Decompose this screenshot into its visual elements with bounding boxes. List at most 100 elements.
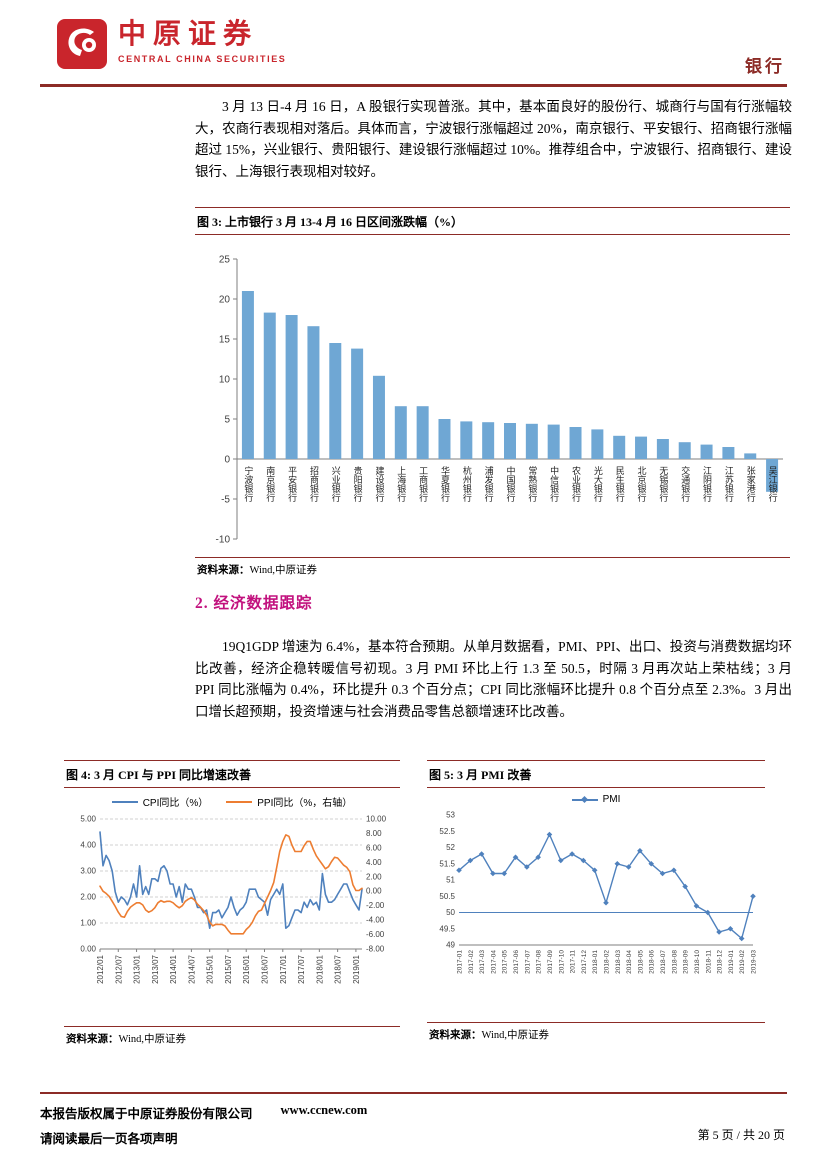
header-divider [40, 84, 787, 87]
bar-chart-canvas: -10 -5 0 5 10 15 20 25 [216, 255, 783, 546]
bar-category-label: 贵阳银行 [352, 466, 363, 502]
svg-text:2017-09: 2017-09 [547, 950, 554, 974]
svg-text:2017-12: 2017-12 [581, 950, 588, 974]
figure-5-source: 资料来源：Wind,中原证券 [427, 1022, 765, 1045]
bar-category-label: 建设银行 [374, 466, 385, 502]
bar-category-label: 平安银行 [287, 466, 298, 502]
footer-divider [40, 1092, 787, 1094]
svg-text:2015/01: 2015/01 [206, 954, 215, 983]
bar-category-label: 交通银行 [680, 466, 691, 502]
svg-text:49: 49 [446, 941, 455, 950]
svg-text:2017-05: 2017-05 [502, 950, 509, 974]
figure-5: 图 5: 3 月 PMI 改善 PMI 49 49.5 50 50.5 51 51.5 52… [427, 760, 765, 1045]
source-value: Wind,中原证券 [118, 1034, 187, 1045]
svg-text:2019-03: 2019-03 [751, 950, 758, 974]
figure-5-title: 图 5: 3 月 PMI 改善 [427, 760, 765, 788]
svg-text:2017-02: 2017-02 [468, 950, 475, 974]
svg-text:2019-01: 2019-01 [728, 950, 735, 974]
svg-text:5.00: 5.00 [80, 815, 96, 824]
svg-text:1.00: 1.00 [80, 919, 96, 928]
svg-text:-4.00: -4.00 [366, 916, 385, 925]
company-name-en: CENTRAL CHINA SECURITIES [118, 54, 287, 64]
bar-category-label: 江阴银行 [702, 466, 713, 502]
svg-text:2017-08: 2017-08 [536, 950, 543, 974]
svg-text:2018-12: 2018-12 [717, 950, 724, 974]
figure-3-source: 资料来源：Wind,中原证券 [195, 557, 790, 580]
svg-text:51.5: 51.5 [439, 859, 455, 868]
body-paragraph-2: 19Q1GDP 增速为 6.4%，基本符合预期。从单月数据看，PMI、PPI、出… [195, 639, 792, 719]
svg-text:53: 53 [446, 811, 455, 820]
svg-text:4.00: 4.00 [366, 858, 382, 867]
source-value: Wind,中原证券 [249, 565, 318, 576]
company-logo: 中原证券 CENTRAL CHINA SECURITIES [56, 18, 286, 70]
svg-text:2013/07: 2013/07 [151, 954, 160, 983]
figure-3: 图 3: 上市银行 3 月 13-4 月 16 日区间涨跌幅（%） -10 -5 0… [195, 207, 790, 580]
svg-text:10: 10 [219, 375, 231, 386]
svg-text:6.00: 6.00 [366, 843, 382, 852]
company-name-cn: 中原证券 [118, 19, 259, 50]
footer-copyright: 本报告版权属于中原证券股份有限公司 [40, 1107, 253, 1121]
figure-4: 图 4: 3 月 CPI 与 PPI 同比增速改善 CPI同比（%） PPI同比（… [64, 760, 400, 1049]
bar-category-label: 北京银行 [636, 466, 647, 502]
bar-category-label: 农业银行 [571, 466, 582, 502]
svg-text:2019/01: 2019/01 [352, 954, 361, 983]
svg-text:2016/01: 2016/01 [242, 954, 251, 983]
figure-4-chart: CPI同比（%） PPI同比（%，右轴） 0.00 1.00 2.00 3.00 4.00… [64, 788, 400, 1026]
legend-item: CPI同比（%） [111, 794, 208, 809]
svg-text:2018-08: 2018-08 [671, 950, 678, 974]
svg-text:2017-01: 2017-01 [457, 950, 464, 974]
footer-disclaimer: 请阅读最后一页各项声明 [40, 1132, 178, 1146]
svg-text:2018-06: 2018-06 [649, 950, 656, 974]
svg-text:-8.00: -8.00 [366, 945, 385, 954]
svg-text:2016/07: 2016/07 [261, 954, 270, 983]
bar-category-label: 宁波银行 [243, 466, 254, 502]
figure-4-legend: CPI同比（%） PPI同比（%，右轴） [64, 788, 400, 809]
svg-text:52.5: 52.5 [439, 827, 455, 836]
svg-text:15: 15 [219, 335, 231, 346]
legend-item: PPI同比（%，右轴） [226, 794, 352, 809]
svg-text:2.00: 2.00 [366, 872, 382, 881]
source-label: 资料来源： [197, 565, 250, 576]
bar-category-label: 中信银行 [549, 466, 560, 502]
svg-text:-10: -10 [216, 535, 231, 546]
source-value: Wind,中原证券 [481, 1030, 550, 1041]
svg-text:2018-07: 2018-07 [660, 950, 667, 974]
bar-category-label: 上海银行 [396, 466, 407, 502]
svg-text:2018-04: 2018-04 [626, 950, 633, 974]
figure-4-title: 图 4: 3 月 CPI 与 PPI 同比增速改善 [64, 760, 400, 788]
bar-category-label: 招商银行 [308, 466, 319, 502]
svg-text:2014/07: 2014/07 [187, 954, 196, 983]
bar-category-label: 无锡银行 [658, 466, 669, 502]
svg-text:2018/07: 2018/07 [334, 954, 343, 983]
svg-text:3.00: 3.00 [80, 867, 96, 876]
company-logo-icon [57, 19, 107, 69]
bar-category-label: 浦发银行 [483, 466, 494, 502]
svg-text:50: 50 [446, 908, 455, 917]
svg-text:2013/01: 2013/01 [133, 954, 142, 983]
svg-text:5: 5 [224, 415, 230, 426]
svg-text:2017-03: 2017-03 [479, 950, 486, 974]
svg-text:2017-07: 2017-07 [524, 950, 531, 974]
bar-category-label: 中国银行 [505, 466, 516, 502]
svg-text:-2.00: -2.00 [366, 901, 385, 910]
figure-5-plot: 49 49.5 50 50.5 51 51.5 52 52.5 53 2017-01 2017-02… [427, 805, 765, 1022]
page-number: 第 5 页 / 共 20 页 [697, 1128, 785, 1142]
svg-text:2019-02: 2019-02 [739, 950, 746, 974]
sector-label: 银行 [745, 57, 785, 76]
body-paragraph-1: 3 月 13 日-4 月 16 日，A 股银行实现普涨。其中，基本面良好的股份行… [195, 99, 792, 179]
bar-category-label: 南京银行 [265, 466, 276, 502]
source-label: 资料来源： [429, 1030, 482, 1041]
section-2-heading: 2. 经济数据跟踪 [195, 595, 313, 612]
figure-3-title: 图 3: 上市银行 3 月 13-4 月 16 日区间涨跌幅（%） [195, 207, 790, 235]
bar-category-label: 张家港行 [745, 466, 756, 502]
source-label: 资料来源： [66, 1034, 119, 1045]
svg-text:2017/07: 2017/07 [297, 954, 306, 983]
svg-text:2018-11: 2018-11 [705, 950, 712, 974]
figure-4-plot: 0.00 1.00 2.00 3.00 4.00 5.00 -8.00 -6.00 -4.00 -… [64, 809, 400, 1026]
footer-website-link[interactable]: www.ccnew.com [280, 1103, 368, 1117]
bar-category-label: 华夏银行 [439, 466, 450, 502]
svg-text:2018-01: 2018-01 [592, 950, 599, 974]
bar-category-label: 杭州银行 [461, 466, 472, 502]
svg-text:2014/01: 2014/01 [169, 954, 178, 983]
